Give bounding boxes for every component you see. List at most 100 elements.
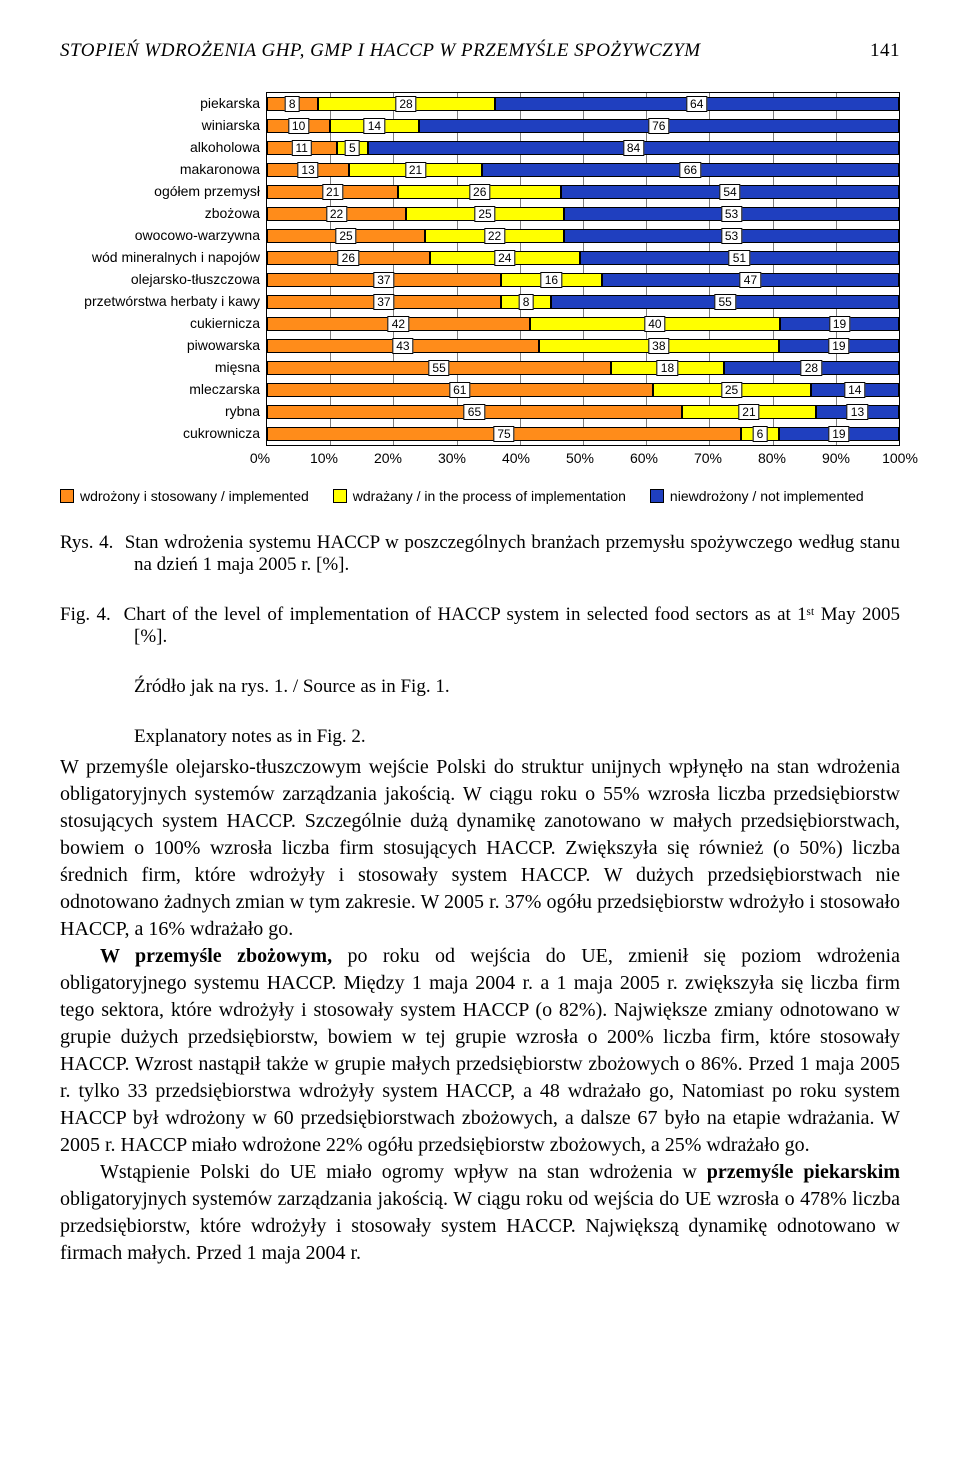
chart-segment: 25: [406, 207, 564, 221]
chart-segment: 13: [267, 163, 349, 177]
chart-segment: 14: [811, 383, 899, 397]
chart-value-label: 47: [740, 272, 761, 288]
paragraph-3a: Wstąpienie Polski do UE miało ogromy wpł…: [100, 1161, 707, 1183]
chart-segment: 8: [267, 97, 318, 111]
chart-value-label: 25: [721, 382, 742, 398]
page-number: 141: [870, 40, 900, 62]
chart-segment: 53: [564, 207, 899, 221]
chart-value-label: 26: [338, 250, 359, 266]
chart-category-label: wód mineralnych i napojów: [60, 246, 260, 268]
legend-item: wdrożony i stosowany / implemented: [60, 488, 309, 504]
chart-value-label: 42: [388, 316, 409, 332]
chart-value-label: 53: [721, 228, 742, 244]
chart-value-label: 25: [474, 206, 495, 222]
paragraph-2-rest: po roku od wejścia do UE, zmienił się po…: [60, 945, 900, 1156]
chart-value-label: 10: [288, 118, 309, 134]
chart-category-label: makaronowa: [60, 158, 260, 180]
chart-x-tick: 50%: [566, 450, 594, 466]
running-header: STOPIEŃ WDROŻENIA GHP, GMP I HACCP W PRZ…: [60, 40, 900, 62]
chart-value-label: 11: [292, 140, 312, 156]
chart-segment: 8: [501, 295, 552, 309]
chart-value-label: 21: [738, 404, 759, 420]
legend-label: wdrożony i stosowany / implemented: [80, 488, 309, 504]
chart-x-tick: 20%: [374, 450, 402, 466]
chart-segment: 40: [530, 317, 780, 331]
chart-category-label: mięsna: [60, 356, 260, 378]
chart-segment: 75: [267, 427, 741, 441]
chart-value-label: 22: [326, 206, 347, 222]
paragraph-2: W przemyśle zbożowym, po roku od wejścia…: [60, 943, 900, 1159]
caption-text-pl: Stan wdrożenia systemu HACCP w poszczegó…: [125, 532, 900, 575]
chart-value-label: 43: [392, 338, 413, 354]
chart-value-label: 51: [729, 250, 750, 266]
chart-segment: 14: [330, 119, 418, 133]
chart-segment: 19: [780, 317, 899, 331]
chart-legend: wdrożony i stosowany / implementedwdraża…: [60, 488, 900, 504]
chart-row: 11 5 84: [267, 137, 899, 159]
caption-text-en: Chart of the level of implementation of …: [124, 604, 900, 647]
chart-value-label: 75: [493, 426, 514, 442]
chart-plot-area: 8286410147611584132166212654222553252253…: [266, 92, 900, 446]
chart-segment: 11: [267, 141, 337, 155]
chart-segment: 25: [653, 383, 811, 397]
chart-segment: 26: [398, 185, 561, 199]
chart-value-label: 65: [464, 404, 485, 420]
chart-x-tick: 0%: [250, 450, 270, 466]
chart-category-label: piwowarska: [60, 334, 260, 356]
chart-value-label: 40: [644, 316, 665, 332]
chart-value-label: 61: [449, 382, 470, 398]
chart-x-tick: 40%: [502, 450, 530, 466]
chart-value-label: 22: [484, 228, 505, 244]
chart-category-labels: piekarskawiniarskaalkoholowamakaronowaog…: [60, 92, 266, 446]
paragraph-3-bold: przemyśle piekarskim: [707, 1161, 900, 1183]
haccp-chart: piekarskawiniarskaalkoholowamakaronowaog…: [60, 92, 900, 504]
chart-segment: 65: [267, 405, 682, 419]
chart-row: 8 28 64: [267, 93, 899, 115]
chart-row: 61 25 14: [267, 379, 899, 401]
chart-category-label: winiarska: [60, 114, 260, 136]
chart-x-tick: 100%: [882, 450, 918, 466]
chart-category-label: zbożowa: [60, 202, 260, 224]
legend-label: niewdrożony / not implemented: [670, 488, 864, 504]
chart-value-label: 19: [829, 316, 850, 332]
chart-value-label: 21: [405, 162, 426, 178]
chart-value-label: 24: [494, 250, 515, 266]
chart-value-label: 54: [719, 184, 740, 200]
figure-source: Źródło jak na rys. 1. / Source as in Fig…: [60, 676, 900, 698]
chart-segment: 28: [318, 97, 495, 111]
chart-value-label: 28: [395, 96, 416, 112]
chart-row: 252253: [267, 225, 899, 247]
chart-value-label: 84: [623, 140, 644, 156]
chart-segment: 21: [267, 185, 398, 199]
chart-category-label: rybna: [60, 400, 260, 422]
chart-row: 65 21 13: [267, 401, 899, 423]
chart-segment: 37: [267, 273, 501, 287]
chart-value-label: 8: [285, 96, 300, 112]
running-header-title: STOPIEŃ WDROŻENIA GHP, GMP I HACCP W PRZ…: [60, 40, 870, 62]
chart-segment: 51: [580, 251, 899, 265]
paragraph-3b: obligatoryjnych systemów zarządzania jak…: [60, 1188, 900, 1264]
chart-segment: 5: [337, 141, 369, 155]
chart-value-label: 13: [847, 404, 868, 420]
chart-category-label: olejarsko-tłuszczowa: [60, 268, 260, 290]
chart-value-label: 55: [714, 294, 735, 310]
figure-caption-en: Fig. 4. Chart of the level of implementa…: [60, 604, 900, 648]
chart-value-label: 6: [753, 426, 768, 442]
chart-row: 132166: [267, 159, 899, 181]
chart-row: 21 26 54: [267, 181, 899, 203]
chart-value-label: 64: [686, 96, 707, 112]
chart-segment: 55: [551, 295, 899, 309]
chart-category-label: cukiernicza: [60, 312, 260, 334]
chart-category-label: piekarska: [60, 92, 260, 114]
chart-segment: 37: [267, 295, 501, 309]
chart-value-label: 26: [469, 184, 490, 200]
caption-label-pl: Rys. 4.: [60, 532, 113, 553]
chart-segment: 22: [267, 207, 406, 221]
figure-notes: Explanatory notes as in Fig. 2.: [60, 726, 900, 748]
paragraph-1: W przemyśle olejarsko-tłuszczowym wejści…: [60, 754, 900, 943]
chart-segment: 64: [495, 97, 899, 111]
chart-row: 42 40 19: [267, 313, 899, 335]
chart-x-tick: 30%: [438, 450, 466, 466]
chart-value-label: 21: [322, 184, 343, 200]
chart-row: 433819: [267, 335, 899, 357]
